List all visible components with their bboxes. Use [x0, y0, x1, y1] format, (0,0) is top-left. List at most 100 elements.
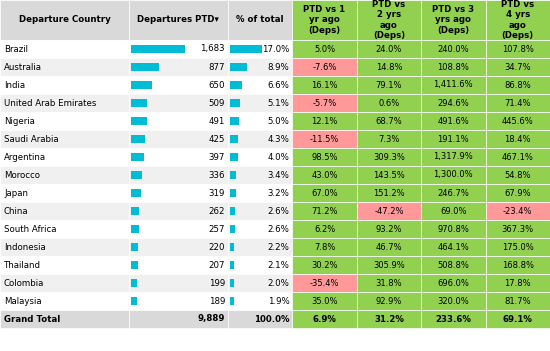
Bar [131, 243, 138, 251]
Text: 151.2%: 151.2% [373, 188, 405, 198]
Text: 257: 257 [208, 225, 225, 233]
Text: 650: 650 [208, 80, 225, 90]
Bar [486, 112, 550, 130]
Bar [230, 225, 235, 233]
Text: 319: 319 [208, 188, 225, 198]
Bar [421, 184, 486, 202]
Bar [357, 256, 421, 274]
Bar [131, 135, 145, 143]
Text: 491: 491 [208, 117, 225, 126]
Text: 509: 509 [208, 99, 225, 107]
Text: 262: 262 [208, 206, 225, 216]
Text: 6.6%: 6.6% [267, 80, 289, 90]
Bar [486, 220, 550, 238]
Text: 305.9%: 305.9% [373, 260, 405, 270]
Bar [129, 58, 228, 76]
Bar [228, 0, 293, 40]
Text: 17.8%: 17.8% [504, 278, 531, 287]
Text: 3.4%: 3.4% [267, 171, 289, 179]
Text: 6.2%: 6.2% [314, 225, 335, 233]
Text: 43.0%: 43.0% [311, 171, 338, 179]
Text: 246.7%: 246.7% [437, 188, 469, 198]
Text: Australia: Australia [4, 62, 42, 72]
Bar [129, 274, 228, 292]
Bar [293, 130, 357, 148]
Bar [357, 184, 421, 202]
Text: -5.7%: -5.7% [312, 99, 337, 107]
Bar [0, 94, 129, 112]
Bar [228, 94, 293, 112]
Bar [228, 40, 293, 58]
Bar [421, 148, 486, 166]
Bar [0, 310, 129, 328]
Text: -47.2%: -47.2% [374, 206, 404, 216]
Bar [421, 112, 486, 130]
Text: 220: 220 [208, 243, 225, 252]
Bar [0, 166, 129, 184]
Bar [228, 130, 293, 148]
Bar [293, 292, 357, 310]
Bar [486, 40, 550, 58]
Bar [421, 166, 486, 184]
Bar [421, 310, 486, 328]
Bar [129, 202, 228, 220]
Bar [421, 76, 486, 94]
Bar [131, 261, 138, 269]
Text: Thailand: Thailand [4, 260, 41, 270]
Bar [293, 148, 357, 166]
Bar [228, 292, 293, 310]
Text: Morocco: Morocco [4, 171, 40, 179]
Bar [228, 220, 293, 238]
Text: 100.0%: 100.0% [254, 314, 289, 324]
Bar [230, 279, 234, 287]
Text: -11.5%: -11.5% [310, 134, 339, 144]
Text: 2.0%: 2.0% [267, 278, 289, 287]
Bar [293, 166, 357, 184]
Text: Colombia: Colombia [4, 278, 45, 287]
Text: 98.5%: 98.5% [311, 152, 338, 161]
Text: Departures PTD▾: Departures PTD▾ [138, 15, 219, 25]
Bar [230, 117, 239, 125]
Bar [0, 130, 129, 148]
Text: 175.0%: 175.0% [502, 243, 534, 252]
Bar [0, 40, 129, 58]
Text: -23.4%: -23.4% [503, 206, 532, 216]
Bar [131, 171, 142, 179]
Bar [0, 58, 129, 76]
Bar [357, 220, 421, 238]
Text: 445.6%: 445.6% [502, 117, 534, 126]
Text: 168.8%: 168.8% [502, 260, 534, 270]
Text: 93.2%: 93.2% [376, 225, 402, 233]
Text: 46.7%: 46.7% [376, 243, 402, 252]
Text: 69.0%: 69.0% [440, 206, 466, 216]
Text: 86.8%: 86.8% [504, 80, 531, 90]
Bar [486, 76, 550, 94]
Bar [230, 63, 247, 71]
Text: 79.1%: 79.1% [376, 80, 402, 90]
Bar [293, 184, 357, 202]
Text: Argentina: Argentina [4, 152, 46, 161]
Bar [228, 274, 293, 292]
Bar [293, 274, 357, 292]
Text: 7.3%: 7.3% [378, 134, 400, 144]
Bar [421, 238, 486, 256]
Bar [486, 0, 550, 40]
Bar [228, 202, 293, 220]
Bar [0, 0, 129, 40]
Text: United Arab Emirates: United Arab Emirates [4, 99, 96, 107]
Text: 6.9%: 6.9% [312, 314, 337, 324]
Bar [230, 189, 236, 197]
Bar [0, 184, 129, 202]
Text: 81.7%: 81.7% [504, 297, 531, 305]
Text: 68.7%: 68.7% [376, 117, 403, 126]
Bar [131, 189, 141, 197]
Text: 108.8%: 108.8% [437, 62, 469, 72]
Text: 34.7%: 34.7% [504, 62, 531, 72]
Text: 0.6%: 0.6% [378, 99, 400, 107]
Bar [228, 238, 293, 256]
Text: 71.4%: 71.4% [504, 99, 531, 107]
Bar [228, 112, 293, 130]
Bar [421, 58, 486, 76]
Bar [230, 45, 262, 53]
Bar [421, 274, 486, 292]
